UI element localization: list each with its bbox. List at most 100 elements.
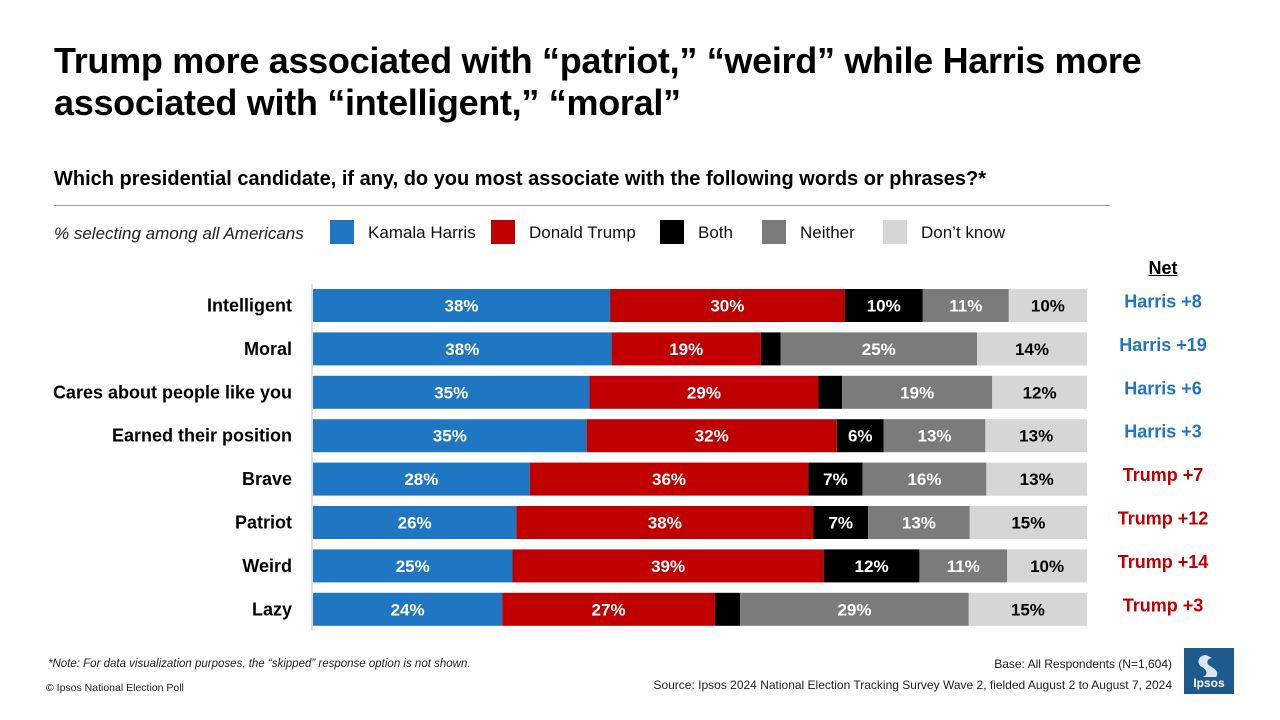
data-label: 12% — [855, 557, 889, 576]
legend-note: % selecting among all Americans — [54, 224, 304, 243]
data-label: 38% — [445, 340, 479, 359]
bar-segment-harris — [313, 592, 503, 626]
legend-swatch — [491, 220, 515, 244]
divider — [54, 205, 1110, 206]
data-label: 26% — [398, 514, 432, 533]
chart-subtitle: Which presidential candidate, if any, do… — [54, 168, 987, 190]
bar-segment-neither — [780, 332, 977, 366]
bar-segment-dont-know — [986, 462, 1087, 496]
bar-segment-dont-know — [985, 419, 1087, 453]
copyright: © Ipsos National Election Poll — [46, 682, 184, 694]
legend-label: Kamala Harris — [368, 223, 476, 242]
bar-segment-neither — [740, 592, 969, 626]
category-label: Weird — [242, 556, 292, 576]
category-label: Brave — [242, 469, 292, 489]
data-label: 36% — [652, 470, 686, 489]
bar-segment-neither — [842, 375, 993, 409]
data-label: 13% — [918, 427, 952, 446]
bar-segment-neither — [862, 462, 987, 496]
bar-segment-both — [714, 592, 741, 626]
bar-segment-trump — [610, 289, 845, 322]
data-label: 11% — [947, 557, 980, 576]
bar-segment-both — [760, 332, 781, 366]
bar-segment-both — [823, 549, 920, 583]
category-label: Moral — [244, 339, 292, 359]
net-label: Harris +6 — [1124, 378, 1202, 398]
legend-label: Neither — [800, 223, 855, 242]
bar-segment-dont-know — [1008, 289, 1087, 322]
data-label: 39% — [651, 557, 685, 576]
bar-segment-dont-know — [968, 592, 1087, 626]
bar-segment-harris — [313, 375, 590, 409]
data-label: 6% — [848, 427, 873, 446]
net-label: Harris +3 — [1124, 422, 1202, 442]
net-label: Harris +8 — [1124, 292, 1202, 312]
data-label: 35% — [433, 427, 467, 446]
data-label: 16% — [907, 470, 941, 489]
source-note: Source: Ipsos 2024 National Election Tra… — [653, 678, 1172, 692]
category-label: Lazy — [252, 599, 292, 619]
data-label: 38% — [445, 297, 479, 316]
bar-segment-dont-know — [976, 332, 1087, 366]
bar-segment-trump — [502, 592, 715, 626]
chart-title: Trump more associated with “patriot,” “w… — [54, 40, 1142, 123]
category-label: Cares about people like you — [53, 382, 292, 402]
footnote: *Note: For data visualization purposes, … — [48, 658, 471, 670]
bar-segment-harris — [313, 289, 611, 322]
legend-swatch — [883, 220, 907, 244]
bar-segment-trump — [529, 462, 809, 496]
data-label: 13% — [1020, 470, 1054, 489]
net-label: Trump +7 — [1123, 465, 1204, 485]
bar-segment-both — [818, 375, 843, 409]
ipsos-logo-text: Ipsos — [1193, 676, 1225, 690]
data-label: 14% — [1015, 340, 1049, 359]
data-label: 10% — [1031, 297, 1065, 316]
data-label: 28% — [404, 470, 438, 489]
bar-segment-both — [836, 419, 884, 453]
data-label: 13% — [1019, 427, 1053, 446]
data-label: 35% — [434, 383, 468, 402]
bar-segment-harris — [313, 549, 513, 583]
data-label: 11% — [949, 297, 982, 316]
bar-segment-dont-know — [992, 375, 1087, 409]
data-label: 15% — [1011, 514, 1045, 533]
bar-segment-neither — [922, 289, 1009, 322]
bar-segment-trump — [512, 549, 824, 583]
data-label: 25% — [862, 340, 896, 359]
bar-segment-harris — [313, 332, 612, 366]
data-label: 38% — [648, 514, 682, 533]
bar-segment-neither — [883, 419, 986, 453]
bar-segment-both — [813, 506, 869, 539]
data-label: 10% — [867, 297, 901, 316]
data-label: 29% — [837, 600, 871, 619]
bar-segment-both — [808, 462, 863, 496]
data-label: 32% — [695, 427, 729, 446]
net-label: Trump +12 — [1118, 509, 1209, 529]
data-label: 29% — [687, 383, 721, 402]
data-label: 24% — [391, 600, 425, 619]
net-label: Harris +19 — [1119, 335, 1207, 355]
category-label: Earned their position — [112, 426, 292, 446]
bar-segment-both — [844, 289, 923, 322]
data-label: 27% — [592, 600, 626, 619]
data-label: 7% — [823, 470, 848, 489]
ipsos-logo: Ipsos — [1184, 648, 1234, 694]
legend-label: Don’t know — [921, 223, 1006, 242]
bar-segment-neither — [919, 549, 1008, 583]
data-label: 10% — [1030, 557, 1064, 576]
data-label: 30% — [710, 297, 744, 316]
net-header: Net — [1148, 258, 1178, 278]
bar-segment-trump — [611, 332, 761, 366]
legend-swatch — [762, 220, 786, 244]
bar-segment-trump — [516, 506, 814, 539]
category-label: Patriot — [235, 513, 292, 533]
base-note: Base: All Respondents (N=1,604) — [994, 657, 1172, 671]
bar-segment-neither — [868, 506, 970, 539]
bar-segment-dont-know — [969, 506, 1087, 539]
data-label: 19% — [900, 383, 934, 402]
data-label: 25% — [396, 557, 430, 576]
data-label: 12% — [1023, 383, 1057, 402]
bar-segment-harris — [313, 419, 587, 453]
net-label: Trump +3 — [1123, 595, 1204, 615]
